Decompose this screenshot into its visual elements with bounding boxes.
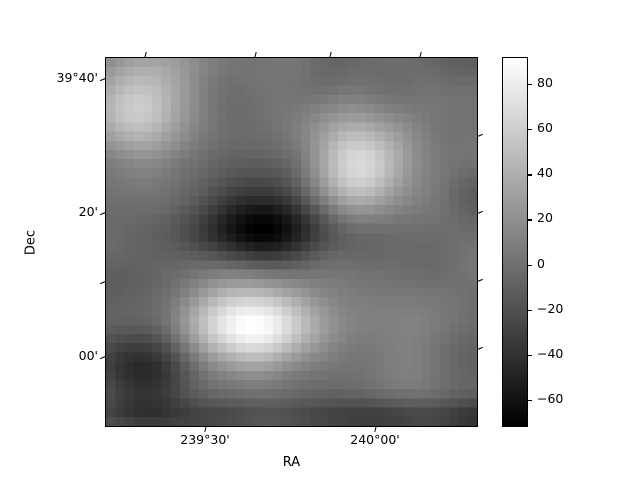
sky-image-heatmap — [106, 58, 477, 426]
colorbar-ticklabel-3: 20 — [537, 210, 553, 226]
y-ticklabel-0: 39°40' — [56, 70, 99, 85]
colorbar-axes[interactable] — [502, 57, 528, 427]
sky-image-axes[interactable] — [105, 57, 478, 427]
colorbar-ticklabel-5: −20 — [537, 300, 564, 316]
x-ticklabel-1: 240°00' — [350, 432, 400, 447]
colorbar-tick-0 — [528, 84, 532, 86]
colorbar-tick-7 — [528, 399, 532, 402]
colorbar-tick-2 — [528, 174, 532, 176]
colorbar-tick-6 — [528, 354, 532, 356]
colorbar-ticklabel-1: 60 — [537, 120, 553, 136]
x-ticklabel-0: 239°30' — [180, 432, 230, 447]
colorbar-ticklabel-0: 80 — [537, 75, 553, 91]
colorbar-ticklabel-4: 0 — [537, 255, 545, 271]
colorbar-ticklabel-6: −40 — [537, 345, 564, 361]
colorbar-tick-1 — [528, 129, 532, 131]
colorbar-ticklabel-2: 40 — [537, 165, 553, 181]
colorbar-tick-3 — [528, 219, 532, 221]
x-axis-label: RA — [282, 455, 301, 470]
colorbar-gradient — [503, 58, 527, 426]
colorbar-ticklabel-7: −60 — [537, 390, 564, 406]
y-axis-label: Dec — [23, 229, 39, 256]
y-ticklabel-2: 00' — [78, 348, 98, 363]
y-ticklabel-1: 20' — [78, 204, 98, 219]
colorbar-tick-4 — [528, 264, 532, 266]
colorbar-tick-5 — [528, 309, 532, 311]
